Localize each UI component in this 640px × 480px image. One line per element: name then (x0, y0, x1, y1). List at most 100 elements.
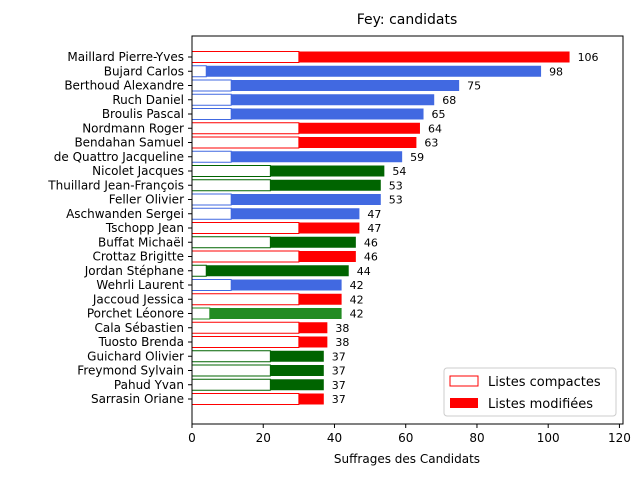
y-tick-label: Maillard Pierre-Yves (67, 50, 184, 64)
y-tick-label: Broulis Pascal (102, 107, 184, 121)
data-label: 47 (367, 222, 381, 235)
y-tick-label: Nicolet Jacques (92, 164, 184, 178)
chart-title: Fey: candidats (357, 12, 458, 28)
data-label: 106 (578, 51, 599, 64)
x-tick-label: 80 (469, 431, 484, 445)
bar-listes-compactes (191, 293, 300, 306)
y-tick-label: Wehrli Laurent (96, 278, 184, 292)
y-tick-label: Tuosto Brenda (98, 335, 184, 349)
data-label: 68 (442, 94, 456, 107)
data-label: 37 (332, 350, 346, 363)
x-tick-label: 120 (608, 431, 631, 445)
bar-listes-compactes (191, 279, 232, 291)
data-label: 42 (350, 308, 364, 321)
x-tick-label: 100 (537, 431, 560, 445)
bar-listes-modifiees (206, 265, 349, 277)
bar-listes-modifiees (298, 122, 420, 134)
y-tick-label: Bujard Carlos (104, 64, 184, 78)
bar-listes-modifiees (231, 208, 360, 220)
y-tick-label: Jaccoud Jessica (92, 292, 184, 306)
legend-box (443, 367, 617, 417)
data-label: 38 (335, 322, 349, 335)
legend-swatch-filled (450, 398, 478, 408)
bar-listes-compactes (191, 93, 232, 106)
bar-listes-modifiees (231, 194, 381, 205)
bar-listes-modifiees (209, 308, 342, 319)
bar-listes-compactes (191, 236, 271, 249)
y-tick-label: Berthoud Alexandre (64, 79, 184, 93)
bar-listes-compactes (191, 321, 300, 334)
bar-listes-modifiees (231, 151, 403, 163)
bar-listes-modifiees (270, 379, 324, 391)
legend: Listes compactes Listes modifiées (443, 367, 617, 417)
y-tick-label: Ruch Daniel (112, 93, 184, 107)
bar-listes-compactes (191, 179, 271, 192)
data-label: 54 (392, 165, 406, 178)
data-label: 42 (350, 293, 364, 306)
bar-listes-compactes (191, 79, 232, 92)
bar-listes-modifiees (298, 322, 328, 334)
data-label: 53 (389, 194, 403, 207)
bar-listes-modifiees (270, 179, 381, 191)
data-label: 59 (410, 151, 424, 164)
x-axis: 0 20 40 60 80 100 120 (188, 424, 631, 445)
bar-listes-compactes (191, 207, 232, 220)
bar-listes-modifiees (270, 165, 385, 177)
data-label: 37 (332, 379, 346, 392)
plot-area: 1069875686564635954535347474646444242423… (191, 51, 599, 406)
y-tick-label: Freymond Sylvain (77, 364, 184, 378)
data-label: 37 (332, 393, 346, 406)
bar-listes-modifiees (298, 51, 570, 63)
bar-listes-compactes (191, 378, 271, 391)
bar-listes-modifiees (298, 293, 342, 305)
y-tick-label: Crottaz Brigitte (92, 250, 184, 264)
bar-listes-compactes (191, 307, 211, 320)
data-label: 37 (332, 365, 346, 378)
x-tick-label: 0 (188, 431, 196, 445)
bar-listes-compactes (191, 65, 207, 78)
y-tick-label: de Quattro Jacqueline (54, 150, 184, 164)
bar-listes-modifiees (206, 65, 542, 77)
bar-listes-compactes (191, 264, 207, 277)
bar-listes-compactes (191, 350, 271, 363)
bar-listes-modifiees (231, 80, 460, 91)
bar-listes-compactes (191, 222, 300, 234)
y-tick-label: Feller Olivier (109, 193, 184, 207)
y-tick-label: Jordan Stéphane (84, 264, 184, 278)
bar-listes-modifiees (298, 222, 360, 234)
x-tick-label: 60 (398, 431, 413, 445)
y-tick-label: Buffat Michaël (98, 235, 184, 249)
bar-listes-compactes (191, 250, 300, 263)
bar-listes-modifiees (231, 279, 342, 291)
bar-listes-modifiees (270, 365, 324, 376)
data-label: 65 (432, 108, 446, 121)
bar-listes-compactes (191, 393, 300, 405)
data-label: 46 (364, 251, 378, 264)
legend-label: Listes compactes (488, 375, 601, 390)
data-label: 64 (428, 122, 442, 135)
data-label: 75 (467, 80, 481, 93)
x-tick-label: 40 (327, 431, 342, 445)
bar-listes-modifiees (270, 350, 324, 362)
y-tick-label: Guichard Olivier (87, 349, 184, 363)
bar-listes-compactes (191, 51, 300, 63)
data-label: 38 (335, 336, 349, 349)
bar-listes-compactes (191, 165, 271, 177)
bar-listes-modifiees (298, 336, 328, 348)
bar-listes-modifiees (298, 137, 417, 148)
y-tick-label: Pahud Yvan (114, 378, 184, 392)
bar-listes-compactes (191, 122, 300, 135)
bar-listes-compactes (191, 150, 232, 163)
bar-listes-modifiees (270, 236, 356, 248)
x-axis-label: Suffrages des Candidats (334, 452, 480, 466)
legend-label: Listes modifiées (488, 397, 593, 412)
data-label: 42 (350, 279, 364, 292)
y-tick-label: Aschwanden Sergei (66, 207, 184, 221)
bar-listes-compactes (191, 193, 232, 206)
y-tick-label: Porchet Léonore (87, 307, 184, 321)
x-tick-label: 20 (256, 431, 271, 445)
y-tick-label: Thuillard Jean-François (47, 178, 184, 192)
data-label: 98 (549, 65, 563, 78)
plot-frame (191, 35, 624, 425)
